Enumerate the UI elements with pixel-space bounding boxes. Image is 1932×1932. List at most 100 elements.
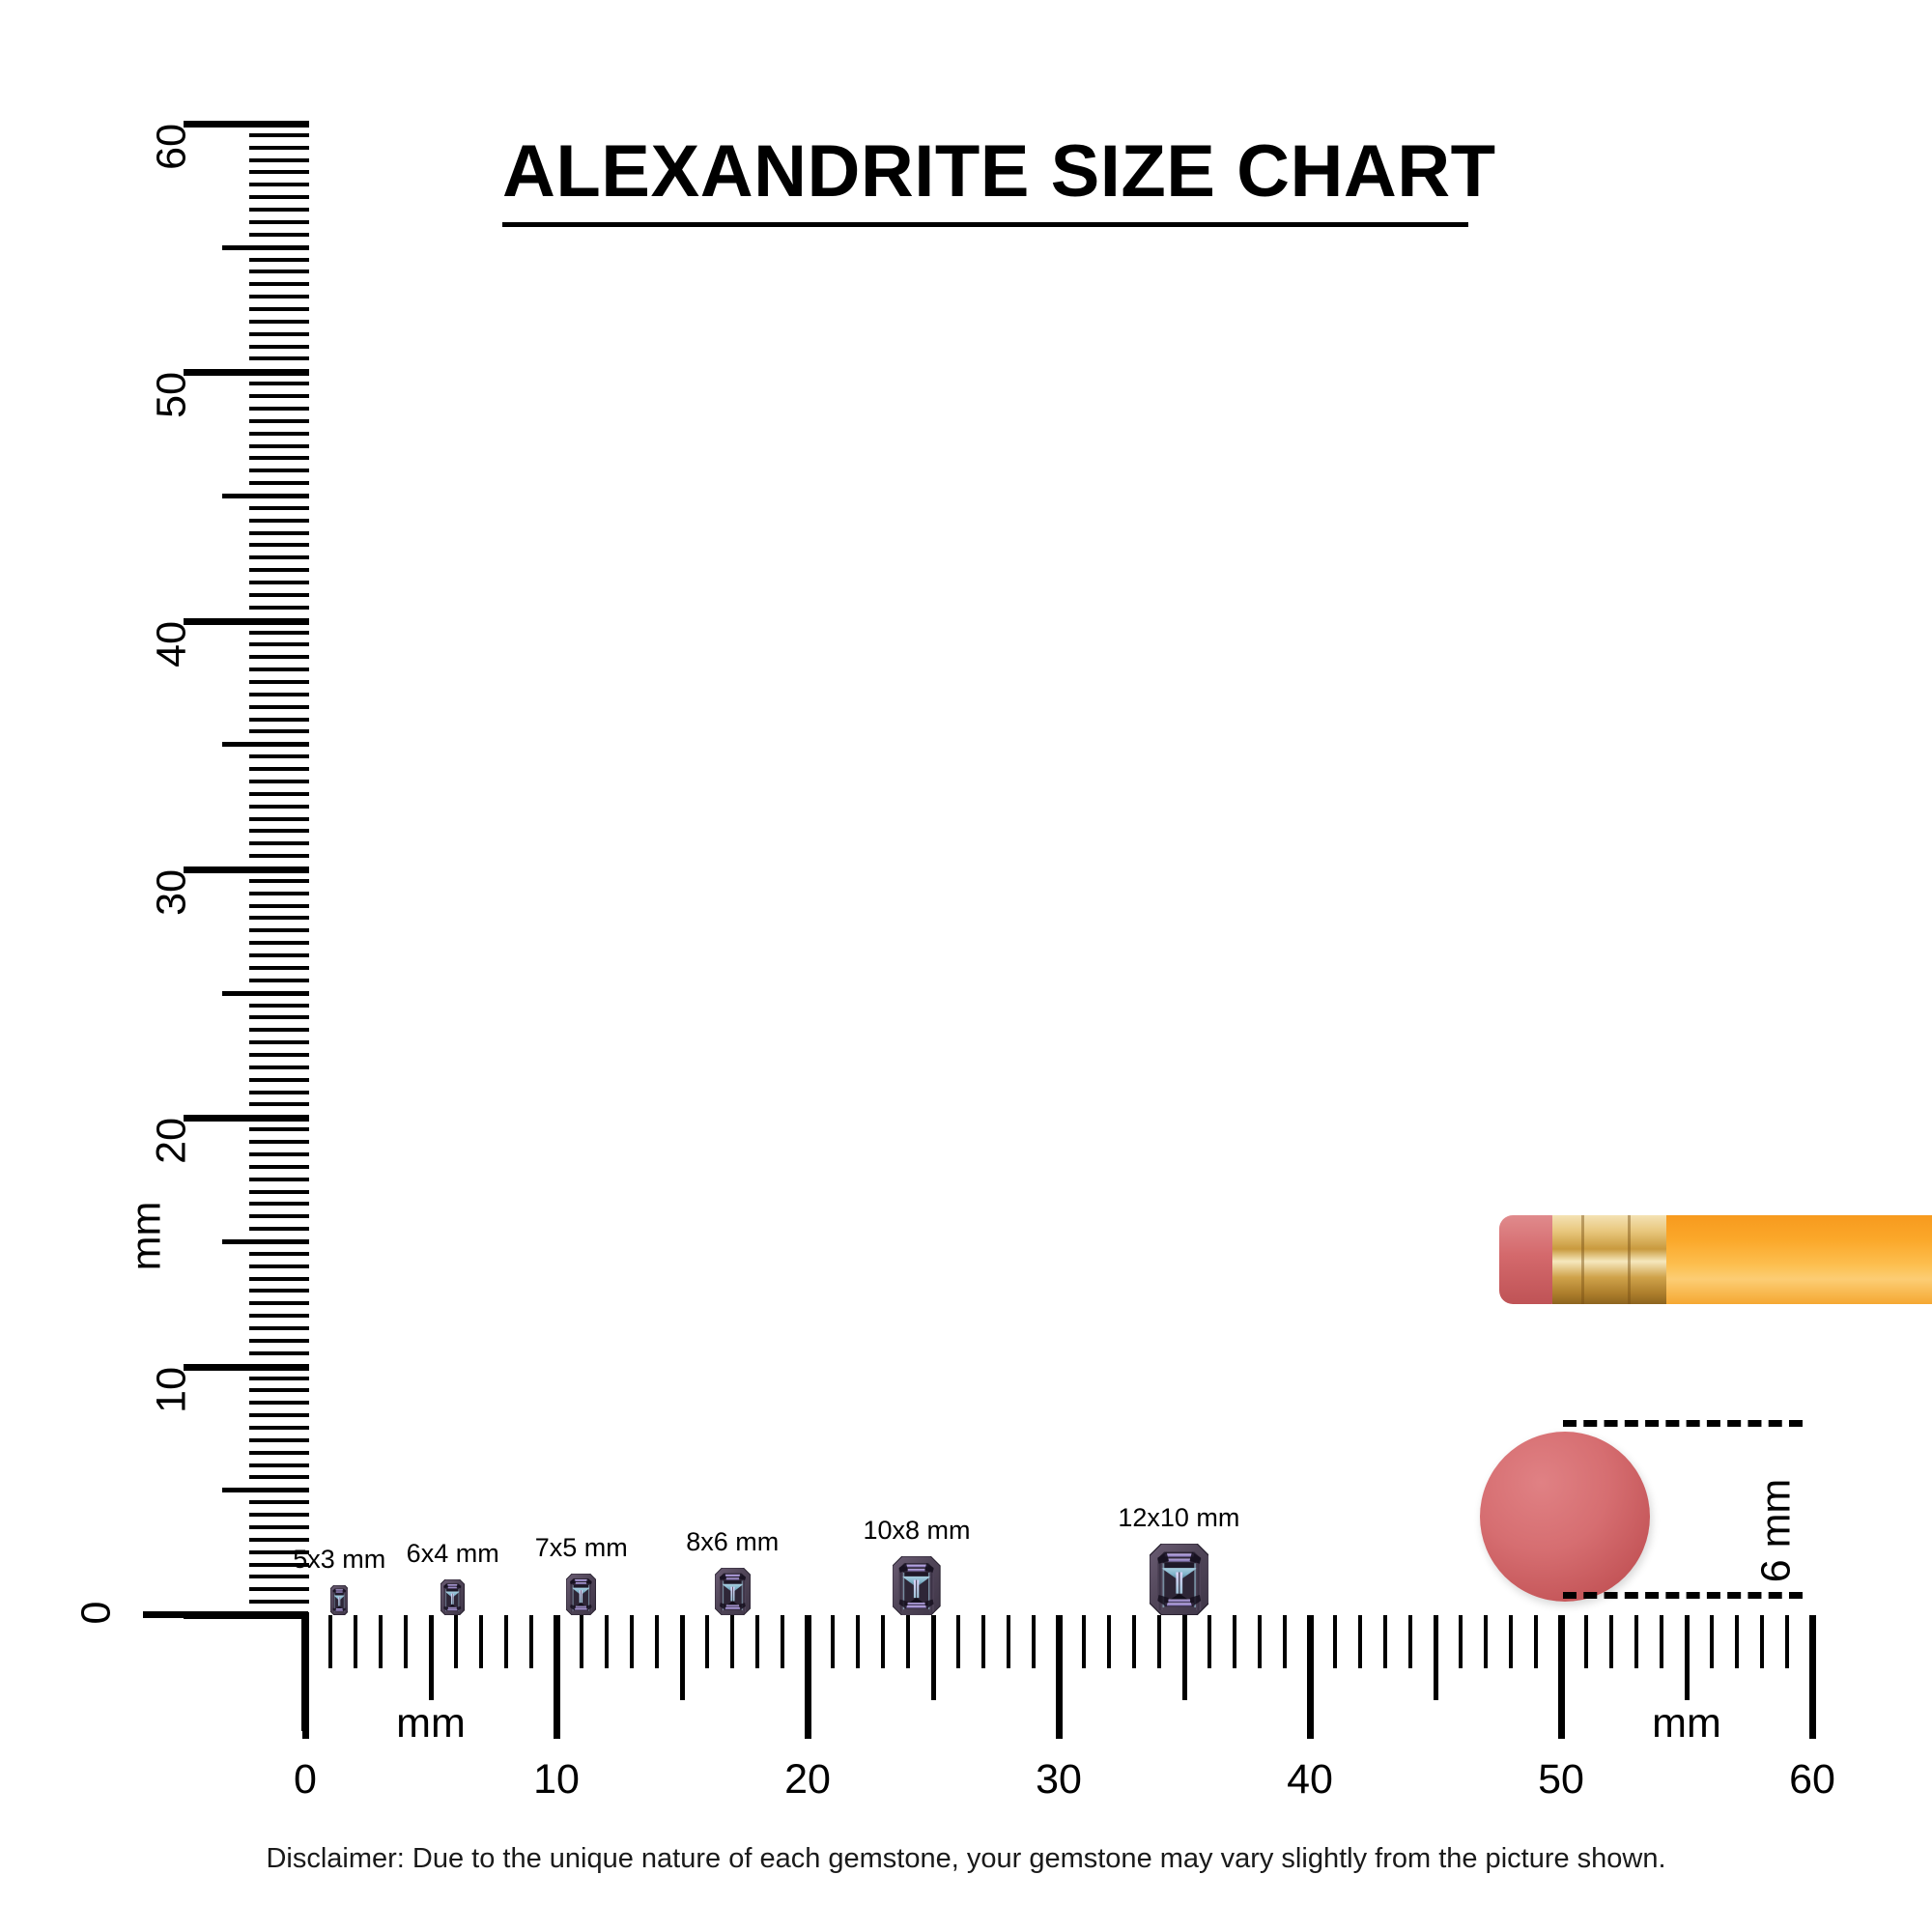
vertical-tick-major xyxy=(184,121,309,128)
horizontal-tick-half xyxy=(429,1615,434,1700)
gem-side-facet xyxy=(929,1569,934,1611)
vertical-tick-minor xyxy=(249,270,309,274)
gem-corner-facet xyxy=(586,1577,592,1585)
gemstone-image xyxy=(440,1579,465,1615)
gem-shadow-band xyxy=(724,1580,742,1584)
vertical-tick-minor xyxy=(249,1500,309,1505)
vertical-tick-minor xyxy=(249,132,309,137)
gemstone-item[interactable]: 10x8 mm xyxy=(863,1516,971,1615)
vertical-tick-minor xyxy=(249,1003,309,1008)
horizontal-tick-minor xyxy=(1509,1615,1513,1668)
vertical-tick-minor xyxy=(249,1513,309,1518)
horizontal-tick-minor xyxy=(1157,1615,1161,1668)
vertical-tick-minor xyxy=(249,257,309,262)
vertical-tick-minor xyxy=(249,1251,309,1256)
vertical-ruler-unit: mm xyxy=(123,1201,170,1271)
pencil-barrel xyxy=(1666,1215,1932,1304)
gem-side-highlight xyxy=(1162,1563,1164,1608)
vertical-tick-minor xyxy=(249,1077,309,1082)
horizontal-ruler-unit-right: mm xyxy=(1652,1700,1721,1747)
gem-side-highlight xyxy=(458,1589,460,1612)
vertical-tick-minor xyxy=(249,1164,309,1169)
horizontal-ruler-label: 0 xyxy=(294,1756,317,1803)
gem-crown-facet xyxy=(725,1577,740,1580)
horizontal-tick-minor xyxy=(1333,1615,1337,1668)
vertical-tick-minor xyxy=(249,344,309,349)
gem-crown-facet xyxy=(724,1606,742,1609)
vertical-tick-major xyxy=(184,1115,309,1122)
gemstone-item[interactable]: 12x10 mm xyxy=(1118,1503,1239,1615)
gem-side-highlight xyxy=(1193,1563,1196,1608)
vertical-tick-minor xyxy=(249,394,309,399)
horizontal-tick-minor xyxy=(605,1615,609,1668)
gem-crown-facet xyxy=(574,1607,589,1610)
horizontal-tick-minor xyxy=(1785,1615,1789,1668)
horizontal-tick-minor xyxy=(1609,1615,1613,1668)
gem-corner-facet xyxy=(738,1602,746,1610)
horizontal-tick-minor xyxy=(1760,1615,1764,1668)
vertical-tick-minor xyxy=(249,878,309,883)
vertical-tick-minor xyxy=(249,1276,309,1281)
vertical-tick-minor xyxy=(249,406,309,411)
vertical-tick-minor xyxy=(249,916,309,921)
gem-corner-facet xyxy=(443,1583,449,1589)
horizontal-tick-minor xyxy=(1584,1615,1588,1668)
vertical-tick-minor xyxy=(249,680,309,684)
horizontal-tick-half xyxy=(1434,1615,1438,1700)
vertical-tick-minor xyxy=(249,1151,309,1156)
gem-corner-facet xyxy=(1189,1551,1201,1564)
vertical-ruler-label: 40 xyxy=(148,620,195,668)
vertical-tick-minor xyxy=(249,1524,309,1529)
horizontal-tick-minor xyxy=(1107,1615,1111,1668)
gem-corner-facet xyxy=(1156,1551,1169,1564)
vertical-tick-minor xyxy=(249,953,309,958)
gem-corner-facet xyxy=(719,1602,726,1610)
vertical-tick-minor xyxy=(249,1028,309,1033)
gem-corner-facet xyxy=(899,1562,909,1573)
gem-corner-facet xyxy=(342,1588,346,1593)
vertical-tick-minor xyxy=(249,382,309,386)
gem-crown-facet xyxy=(576,1581,587,1584)
gem-corner-facet xyxy=(924,1562,934,1573)
gem-crown-facet xyxy=(904,1605,929,1608)
horizontal-tick-major xyxy=(302,1615,309,1739)
gem-center-line xyxy=(452,1593,453,1605)
gem-side-facet xyxy=(459,1587,462,1613)
vertical-tick-half xyxy=(222,990,309,996)
vertical-ruler-label: 20 xyxy=(148,1118,195,1165)
vertical-tick-minor xyxy=(249,1189,309,1194)
gemstone-image xyxy=(893,1555,941,1615)
gem-corner-facet xyxy=(924,1599,934,1608)
gem-crown-facet xyxy=(576,1605,587,1608)
gemstone-item[interactable]: 8x6 mm xyxy=(686,1527,779,1615)
vertical-tick-minor xyxy=(249,978,309,982)
vertical-tick-minor xyxy=(249,1227,309,1232)
gem-side-facet xyxy=(1195,1560,1201,1611)
vertical-tick-minor xyxy=(249,816,309,821)
gemstone-image xyxy=(1149,1544,1209,1615)
vertical-tick-minor xyxy=(249,692,309,696)
vertical-tick-minor xyxy=(249,1202,309,1207)
gemstone-item[interactable]: 6x4 mm xyxy=(407,1539,499,1615)
horizontal-tick-minor xyxy=(906,1615,910,1668)
horizontal-tick-minor xyxy=(1132,1615,1136,1668)
gemstone-item[interactable]: 5x3 mm xyxy=(293,1545,385,1615)
gem-crown-facet xyxy=(1164,1553,1194,1557)
horizontal-ruler-label: 30 xyxy=(1036,1756,1082,1803)
vertical-tick-minor xyxy=(249,331,309,336)
horizontal-tick-minor xyxy=(454,1615,458,1668)
gemstone-size-label: 5x3 mm xyxy=(293,1545,386,1575)
gem-shadow-band xyxy=(1164,1563,1194,1569)
vertical-tick-minor xyxy=(249,145,309,150)
horizontal-tick-minor xyxy=(1735,1615,1739,1668)
vertical-tick-minor xyxy=(249,1127,309,1132)
gem-corner-facet xyxy=(1156,1595,1169,1607)
eraser-reference-object xyxy=(1480,1432,1650,1602)
horizontal-tick-minor xyxy=(781,1615,784,1668)
vertical-ruler-label: 60 xyxy=(148,124,195,170)
horizontal-tick-minor xyxy=(1007,1615,1010,1668)
horizontal-tick-major xyxy=(805,1615,811,1739)
gem-crown-facet xyxy=(446,1584,459,1586)
gemstone-item[interactable]: 7x5 mm xyxy=(535,1533,628,1615)
vertical-tick-minor xyxy=(249,456,309,461)
